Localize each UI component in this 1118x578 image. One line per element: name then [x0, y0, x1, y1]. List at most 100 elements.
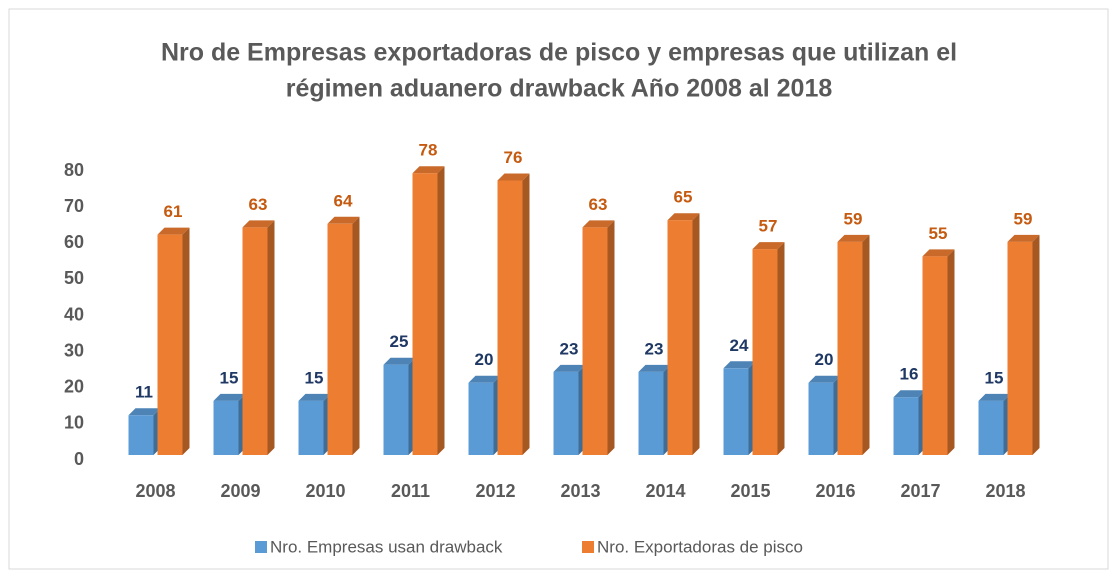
bar-front — [497, 180, 523, 455]
data-label: 20 — [815, 350, 834, 369]
y-tick-label: 20 — [64, 377, 84, 397]
bar-front — [893, 397, 919, 455]
bar-front — [978, 400, 1004, 455]
x-tick-label: 2014 — [645, 481, 685, 501]
data-label: 59 — [1014, 209, 1033, 228]
data-label: 64 — [334, 191, 353, 210]
legend-label: Nro. Empresas usan drawback — [270, 537, 503, 556]
bar — [837, 234, 870, 455]
bar — [383, 357, 416, 455]
bar-top — [553, 364, 586, 372]
bar — [752, 242, 785, 455]
bar — [213, 393, 246, 455]
bar-top — [582, 220, 615, 228]
bar-top — [213, 393, 246, 401]
bar-top — [837, 234, 870, 242]
x-tick-label: 2008 — [135, 481, 175, 501]
legend-label: Nro. Exportadoras de pisco — [597, 537, 803, 556]
data-label: 15 — [985, 368, 1004, 387]
data-label: 55 — [929, 224, 948, 243]
data-label: 15 — [220, 368, 239, 387]
bar-front — [412, 173, 438, 455]
bar-top — [128, 408, 161, 416]
bar — [638, 364, 671, 455]
bar — [157, 227, 190, 455]
data-label: 25 — [390, 332, 409, 351]
bar — [242, 220, 275, 455]
x-tick-label: 2015 — [730, 481, 770, 501]
bar-side — [522, 173, 530, 455]
x-tick-label: 2013 — [560, 481, 600, 501]
bar-front — [327, 223, 353, 455]
bar-front — [922, 256, 948, 455]
bar-front — [808, 382, 834, 455]
bar-top — [667, 213, 700, 221]
bar-front — [128, 415, 154, 455]
data-label: 78 — [419, 141, 438, 160]
x-tick-label: 2018 — [985, 481, 1025, 501]
data-label: 63 — [589, 195, 608, 214]
data-label: 59 — [844, 209, 863, 228]
bar-top — [752, 242, 785, 250]
bar-top — [723, 361, 756, 369]
data-label: 20 — [475, 350, 494, 369]
bar-front — [582, 227, 608, 455]
bar-top — [1007, 234, 1040, 242]
data-label: 15 — [305, 368, 324, 387]
bar — [327, 216, 360, 455]
bar-top — [383, 357, 416, 365]
y-tick-label: 50 — [64, 268, 84, 288]
legend-swatch — [255, 541, 267, 553]
bar — [808, 375, 841, 455]
bar-side — [777, 242, 785, 455]
data-label: 76 — [504, 148, 523, 167]
bar — [412, 166, 445, 455]
bar-front — [383, 364, 409, 455]
bar-top — [468, 375, 501, 383]
bar-top — [978, 393, 1011, 401]
bar-top — [242, 220, 275, 228]
bar — [128, 408, 161, 455]
x-tick-label: 2009 — [220, 481, 260, 501]
bar-front — [298, 400, 324, 455]
data-label: 23 — [645, 339, 664, 358]
bar — [723, 361, 756, 455]
bar-side — [947, 249, 955, 455]
bar-top — [412, 166, 445, 174]
data-label: 23 — [560, 339, 579, 358]
bar-front — [837, 241, 863, 455]
bar-front — [213, 400, 239, 455]
x-tick-label: 2011 — [391, 481, 430, 501]
bar-top — [298, 393, 331, 401]
bar — [298, 393, 331, 455]
data-label: 24 — [730, 336, 749, 355]
legend-swatch — [582, 541, 594, 553]
bar-top — [893, 390, 926, 398]
bar — [978, 393, 1011, 455]
bar-top — [922, 249, 955, 257]
chart-title: régimen aduanero drawback Año 2008 al 20… — [286, 75, 833, 103]
x-tick-label: 2012 — [475, 481, 515, 501]
bar — [667, 213, 700, 455]
y-tick-label: 40 — [64, 304, 84, 324]
data-label: 16 — [900, 365, 919, 384]
y-tick-label: 30 — [64, 340, 84, 360]
bar-side — [862, 234, 870, 455]
bar-side — [607, 220, 615, 455]
bar-top — [497, 173, 530, 181]
x-tick-label: 2017 — [900, 481, 940, 501]
bar-top — [327, 216, 360, 224]
bar — [1007, 234, 1040, 455]
y-tick-label: 80 — [64, 160, 84, 180]
bar-side — [352, 216, 360, 455]
bar-side — [267, 220, 275, 455]
bar — [553, 364, 586, 455]
x-tick-label: 2016 — [815, 481, 855, 501]
bar-front — [667, 220, 693, 455]
bar-front — [242, 227, 268, 455]
bar — [468, 375, 501, 455]
data-label: 63 — [249, 195, 268, 214]
y-tick-label: 0 — [74, 449, 84, 469]
bar-top — [638, 364, 671, 372]
